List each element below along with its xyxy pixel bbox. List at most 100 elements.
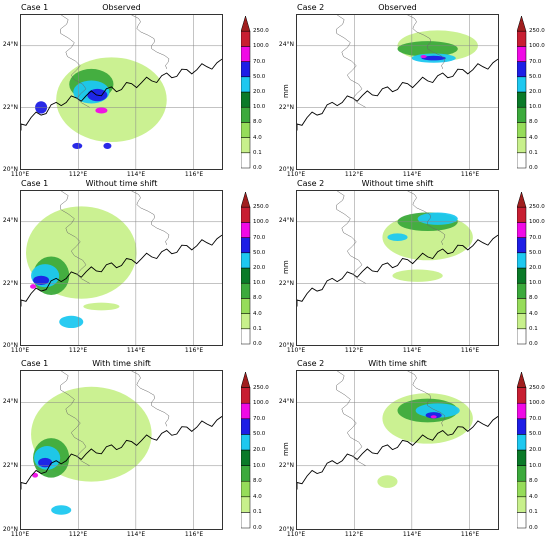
longitude-tick-label: 110°E — [10, 171, 30, 178]
colorbar-level-label: 100.0 — [529, 400, 545, 407]
rain-area — [103, 142, 112, 149]
colorbar-swatch — [241, 328, 251, 345]
rain-area — [56, 57, 167, 143]
colorbar-swatch — [241, 252, 251, 269]
colorbar-swatch — [517, 106, 527, 123]
precipitation-map — [296, 190, 499, 346]
longitude-tick-label: 112°E — [344, 347, 364, 354]
rain-area — [95, 107, 108, 114]
rain-area — [30, 284, 37, 289]
precipitation-map — [20, 14, 223, 170]
rain-area — [392, 269, 443, 282]
colorbar-unit-label: mm — [282, 442, 290, 456]
longitude-tick-label: 116°E — [460, 347, 480, 354]
latitude-tick-label: 22°N — [2, 103, 18, 111]
panel-case-label: Case 1 — [21, 3, 49, 12]
colorbar-swatch — [517, 237, 527, 254]
colorbar-level-label: 0.1 — [253, 325, 262, 332]
longitude-tick-label: 114°E — [402, 171, 422, 178]
rain-area — [421, 55, 446, 61]
panel-title: With time shift — [92, 359, 151, 368]
colorbar-swatch — [517, 267, 527, 284]
latitude-tick-label: 22°N — [2, 279, 18, 287]
colorbar-level-label: 50.0 — [253, 73, 266, 80]
rain-area — [377, 475, 398, 488]
province-border — [407, 371, 446, 427]
colorbar-extend-arrow — [241, 372, 251, 388]
colorbar-swatch — [517, 122, 527, 138]
colorbar-level-label: 100.0 — [253, 43, 269, 50]
colorbar-level-label: 0.1 — [529, 509, 538, 516]
longitude-tick-label: 112°E — [68, 347, 88, 354]
province-border — [131, 191, 170, 245]
precipitation-map — [20, 190, 223, 346]
panel-case-label: Case 1 — [21, 359, 49, 368]
colorbar-level-label: 100.0 — [529, 43, 545, 50]
rain-area — [417, 212, 458, 225]
longitude-tick-label: 114°E — [126, 171, 146, 178]
colorbar-swatch — [517, 46, 527, 62]
colorbar-swatch — [517, 480, 527, 498]
colorbar-swatch — [517, 252, 527, 269]
colorbar-level-label: 4.0 — [253, 134, 262, 141]
colorbar-level-label: 250.0 — [529, 204, 545, 211]
colorbar-swatch — [517, 282, 527, 299]
province-border — [336, 191, 366, 284]
latitude-tick-label: 24°N — [278, 398, 294, 405]
colorbar-level-label: 250.0 — [253, 204, 269, 211]
colorbar-swatch — [517, 402, 527, 420]
colorbar-swatch — [241, 237, 251, 254]
coastline — [297, 58, 498, 131]
panel-title: With time shift — [368, 359, 427, 368]
colorbar-level-label: 4.0 — [253, 310, 262, 317]
precipitation-map — [296, 14, 499, 170]
colorbar-level-label: 250.0 — [529, 384, 545, 391]
colorbar-swatch — [241, 206, 251, 223]
precipitation-map — [296, 370, 499, 530]
colorbar-swatch — [241, 122, 251, 138]
colorbar-level-label: 70.0 — [529, 415, 542, 422]
colorbar-swatch — [241, 449, 251, 466]
colorbar-swatch — [517, 496, 527, 513]
colorbar-swatch — [241, 387, 251, 404]
colorbar-swatch — [241, 298, 251, 314]
colorbar-swatch — [517, 512, 527, 529]
latitude-tick-label: 20°N — [2, 342, 18, 349]
colorbar-swatch — [517, 76, 527, 93]
colorbar-level-label: 50.0 — [253, 249, 266, 256]
colorbar-swatch — [241, 46, 251, 62]
colorbar-level-label: 20.0 — [253, 265, 266, 271]
colorbar-level-label: 8.0 — [529, 119, 538, 126]
colorbar-swatch — [241, 402, 251, 420]
colorbar-level-label: 10.0 — [253, 280, 266, 287]
colorbar-swatch — [517, 434, 527, 451]
rain-area — [51, 505, 72, 515]
rain-area — [425, 412, 442, 419]
colorbar-extend-arrow — [517, 16, 527, 32]
longitude-tick-label: 114°E — [126, 531, 146, 538]
province-border — [60, 371, 90, 467]
latitude-tick-label: 20°N — [2, 526, 18, 533]
province-border — [131, 371, 170, 427]
province-border — [336, 15, 366, 108]
colorbar-level-label: 70.0 — [253, 234, 266, 241]
colorbar-level-label: 50.0 — [253, 431, 266, 438]
longitude-tick-label: 112°E — [344, 531, 364, 538]
rain-area — [430, 415, 437, 419]
colorbar-level-label: 0.0 — [529, 525, 538, 531]
colorbar-level-label: 8.0 — [253, 478, 262, 485]
colorbar-level-label: 100.0 — [529, 219, 545, 226]
colorbar-extend-arrow — [241, 16, 251, 32]
colorbar-swatch — [241, 465, 251, 482]
latitude-tick-label: 20°N — [2, 166, 18, 173]
rain-area — [38, 457, 53, 468]
province-border — [60, 191, 90, 284]
colorbar-level-label: 70.0 — [529, 58, 542, 65]
colorbar-level-label: 100.0 — [253, 219, 269, 226]
latitude-tick-label: 22°N — [2, 462, 18, 469]
province-border — [60, 15, 90, 108]
panel-title: Observed — [102, 3, 141, 12]
coastline — [297, 234, 498, 307]
colorbar-swatch — [517, 328, 527, 345]
colorbar-swatch — [517, 465, 527, 482]
